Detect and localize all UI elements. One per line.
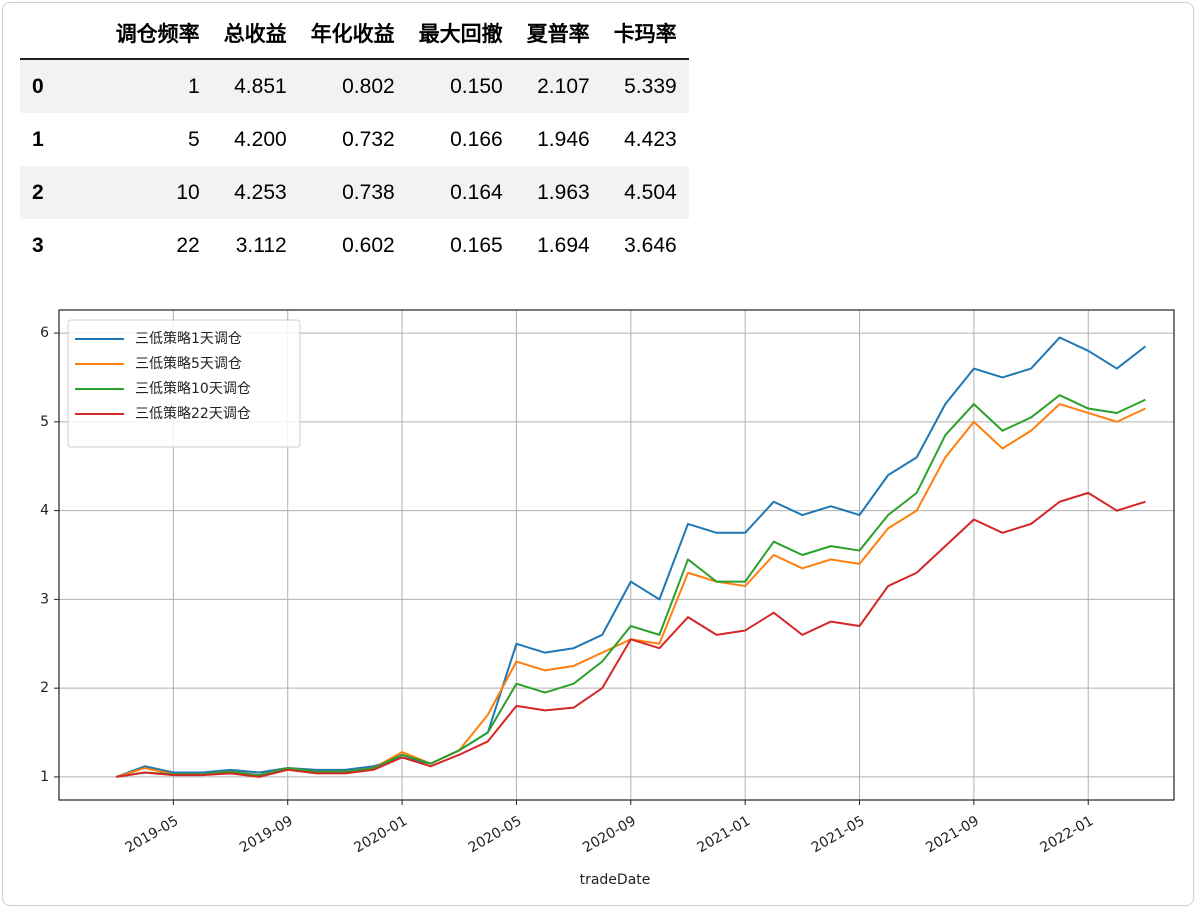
x-tick-label: 2021-09 xyxy=(923,813,982,856)
x-tick-label: 2019-09 xyxy=(237,813,296,856)
column-header: 卡玛率 xyxy=(601,8,689,60)
legend-box xyxy=(67,319,301,448)
cell: 0.150 xyxy=(450,74,503,98)
column-header: 总收益 xyxy=(211,8,299,60)
legend-label: 三低策略10天调仓 xyxy=(135,380,251,397)
column-header: 年化收益 xyxy=(298,8,407,60)
cell: 4.253 xyxy=(234,180,287,204)
cell: 4.504 xyxy=(624,180,677,204)
cell: 3.112 xyxy=(235,233,287,257)
cell: 2.107 xyxy=(537,74,590,98)
cell: 0.738 xyxy=(342,180,395,204)
cell: 10 xyxy=(176,180,200,204)
cell: 4.423 xyxy=(624,127,677,151)
x-tick-label: 2022-01 xyxy=(1038,813,1097,856)
y-tick-label: 6 xyxy=(40,325,49,341)
table-row: 0 1 4.851 0.802 0.150 2.107 5.339 xyxy=(20,59,689,113)
row-index: 0 xyxy=(32,74,44,98)
y-tick-label: 3 xyxy=(40,591,49,607)
legend-label: 三低策略5天调仓 xyxy=(135,355,242,372)
column-header: 夏普率 xyxy=(514,8,602,60)
x-tick-label: 2021-05 xyxy=(809,813,868,856)
row-index: 2 xyxy=(32,180,44,204)
x-tick-label: 2020-01 xyxy=(351,813,410,856)
x-tick-label: 2020-09 xyxy=(580,813,639,856)
cell: 0.802 xyxy=(342,74,395,98)
cell: 1.694 xyxy=(537,233,590,257)
y-tick-label: 4 xyxy=(40,503,49,519)
table-row: 1 5 4.200 0.732 0.166 1.946 4.423 xyxy=(20,113,689,166)
column-header: 调仓频率 xyxy=(103,8,212,60)
results-table: 调仓频率 总收益 年化收益 最大回撤 夏普率 卡玛率 0 1 4.851 0.802 0.150 2… xyxy=(20,8,689,272)
table-row: 2 10 4.253 0.738 0.164 1.963 4.504 xyxy=(20,166,689,219)
cell: 0.164 xyxy=(450,180,503,204)
legend-label: 三低策略22天调仓 xyxy=(135,405,251,422)
index-header xyxy=(20,8,104,60)
row-index: 3 xyxy=(32,233,44,257)
cell: 1 xyxy=(188,74,200,98)
table-row: 3 22 3.112 0.602 0.165 1.694 3.646 xyxy=(20,219,689,272)
x-axis-label: tradeDate xyxy=(580,872,651,888)
plot-frame xyxy=(58,309,1175,801)
column-header: 最大回撤 xyxy=(406,8,515,60)
cell: 5 xyxy=(188,127,200,151)
x-tick-label: 2020-05 xyxy=(466,813,525,856)
cell: 0.165 xyxy=(450,233,503,257)
cell: 4.851 xyxy=(234,74,287,98)
y-tick-label: 2 xyxy=(40,680,49,696)
cell: 0.166 xyxy=(450,127,503,151)
cell: 5.339 xyxy=(624,74,677,98)
cell: 4.200 xyxy=(234,127,287,151)
y-tick-label: 1 xyxy=(40,769,49,785)
cell: 0.732 xyxy=(342,127,395,151)
cell: 1.963 xyxy=(537,180,590,204)
series-line xyxy=(116,394,1146,778)
y-tick-label: 5 xyxy=(40,414,49,430)
x-tick-label: 2019-05 xyxy=(123,813,182,856)
x-tick-label: 2021-01 xyxy=(694,813,753,856)
cell: 0.602 xyxy=(342,233,395,257)
cell: 22 xyxy=(176,233,200,257)
cell: 1.946 xyxy=(537,127,590,151)
series-line xyxy=(116,491,1146,778)
cell: 3.646 xyxy=(624,233,677,257)
legend-label: 三低策略1天调仓 xyxy=(135,330,242,347)
row-index: 1 xyxy=(32,127,44,151)
